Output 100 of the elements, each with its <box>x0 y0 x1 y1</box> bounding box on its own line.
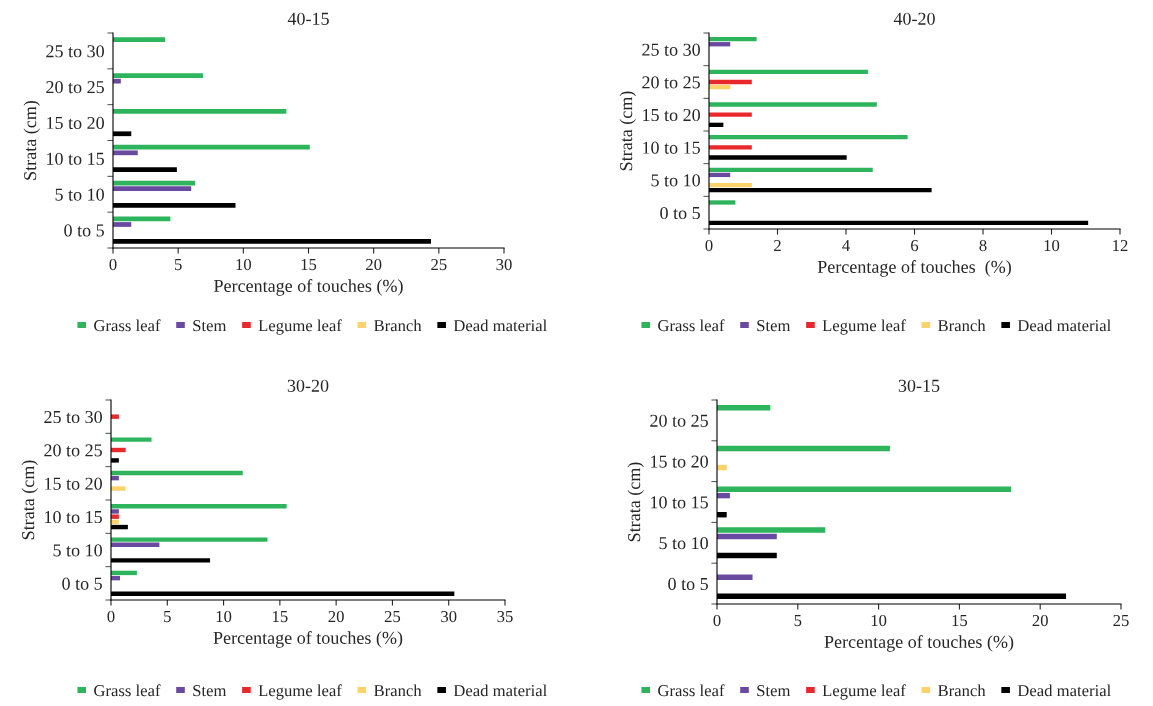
legend-label: Dead material <box>1017 684 1111 697</box>
y-tick-label: 15 to 20 <box>651 455 708 468</box>
legend-label: Grass leaf <box>94 684 161 697</box>
legend-label: Grass leaf <box>658 684 725 697</box>
x-tick-label: 12 <box>1113 239 1128 251</box>
x-tick-label: 15 <box>952 614 968 627</box>
bar <box>717 445 890 452</box>
bar <box>709 36 757 42</box>
bar <box>111 414 119 419</box>
y-axis-title: Strata (cm) <box>619 91 636 171</box>
y-tick-label: 5 to 10 <box>55 188 104 201</box>
y-axis-title: Strata (cm) <box>21 460 38 540</box>
y-tick-label: 0 to 5 <box>660 206 700 220</box>
x-tick-label: 15 <box>301 258 317 271</box>
x-tick-label: 20 <box>366 258 382 271</box>
legend-label: Branch <box>374 319 422 332</box>
legend-label: Stem <box>757 685 791 697</box>
legend-label: Dead material <box>453 684 547 697</box>
x-tick-label: 15 <box>272 610 288 623</box>
y-axis-title: Strata (cm) <box>627 462 644 542</box>
bar <box>111 514 119 519</box>
legend-label: Legume leaf <box>258 319 342 335</box>
legend-label: Dead material <box>1017 319 1111 332</box>
y-tick-label: 20 to 25 <box>642 76 700 89</box>
bar <box>709 102 877 107</box>
legend-label: Legume leaf <box>258 684 342 700</box>
x-tick-label: 10 <box>216 610 232 623</box>
bar <box>709 134 908 140</box>
x-tick-label: 20 <box>1032 614 1048 627</box>
x-tick-label: 10 <box>1044 239 1060 252</box>
x-tick-label: 20 <box>328 610 344 623</box>
bar <box>113 150 138 156</box>
bar <box>111 504 287 509</box>
y-tick-label: 5 to 10 <box>651 174 700 187</box>
y-tick-label: 0 to 5 <box>62 577 102 590</box>
bar <box>717 533 777 540</box>
legend-label: Dead material <box>453 319 547 332</box>
y-tick-label: 15 to 20 <box>643 108 700 122</box>
x-axis-title: Percentage of touches (%) <box>817 260 1011 277</box>
bar <box>113 222 132 227</box>
x-tick-label: 0 <box>109 258 117 271</box>
x-tick-label: 35 <box>497 610 513 623</box>
x-tick-label: 8 <box>979 239 987 252</box>
x-tick-label: 0 <box>705 239 713 252</box>
legend-label: Grass leaf <box>94 319 161 332</box>
chart-title: 40-20 <box>893 12 935 25</box>
y-tick-label: 5 to 10 <box>53 544 102 557</box>
x-tick-label: 5 <box>164 611 171 623</box>
y-axis-title: Strata (cm) <box>23 100 40 180</box>
legend-label: Legume leaf <box>822 684 906 700</box>
y-tick-label: 0 to 5 <box>64 224 104 237</box>
chart-title: 30-20 <box>287 379 329 392</box>
x-tick-label: 5 <box>794 615 802 627</box>
legend-label: Stem <box>193 320 227 332</box>
y-tick-label: 20 to 25 <box>650 414 708 427</box>
y-tick-label: 15 to 20 <box>47 116 104 130</box>
legend-label: Stem <box>193 685 227 697</box>
bar <box>113 37 166 43</box>
y-tick-label: 20 to 25 <box>44 444 102 457</box>
bar <box>111 486 126 491</box>
x-tick-label: 10 <box>236 258 252 271</box>
x-tick-label: 25 <box>1113 614 1129 627</box>
x-tick-label: 30 <box>441 610 457 623</box>
x-tick-label: 0 <box>713 614 721 627</box>
y-tick-label: 10 to 15 <box>651 496 708 509</box>
y-tick-label: 10 to 15 <box>643 141 700 154</box>
bar <box>717 574 753 580</box>
y-tick-label: 10 to 15 <box>47 152 104 165</box>
y-tick-label: 20 to 25 <box>46 81 104 94</box>
bar <box>709 167 873 172</box>
bar <box>717 486 1012 492</box>
bar <box>111 470 243 476</box>
x-tick-label: 30 <box>496 258 512 271</box>
x-axis-title: Percentage of touches (%) <box>214 279 403 296</box>
legend-label: Grass leaf <box>658 319 725 332</box>
bar <box>709 145 752 150</box>
bar <box>709 69 868 74</box>
bar <box>113 78 121 84</box>
x-tick-label: 2 <box>774 239 781 251</box>
y-tick-label: 0 to 5 <box>668 577 708 591</box>
y-tick-label: 10 to 15 <box>45 510 102 524</box>
bar <box>717 404 771 411</box>
x-tick-label: 10 <box>871 614 887 627</box>
bar <box>717 527 826 533</box>
y-tick-label: 25 to 30 <box>46 45 104 58</box>
legend-label: Branch <box>938 684 986 697</box>
bar <box>709 182 752 188</box>
bar <box>709 200 736 205</box>
x-tick-label: 25 <box>384 610 401 623</box>
x-tick-label: 6 <box>911 239 919 252</box>
bar <box>111 437 152 442</box>
bar <box>113 186 192 192</box>
x-tick-label: 0 <box>107 610 115 623</box>
bar <box>709 112 752 117</box>
bar <box>111 509 119 514</box>
legend-label: Branch <box>374 684 422 697</box>
y-tick-label: 25 to 30 <box>44 410 102 424</box>
x-tick-label: 4 <box>842 240 850 251</box>
legend-label: Stem <box>757 320 791 332</box>
y-tick-label: 5 to 10 <box>659 537 708 550</box>
